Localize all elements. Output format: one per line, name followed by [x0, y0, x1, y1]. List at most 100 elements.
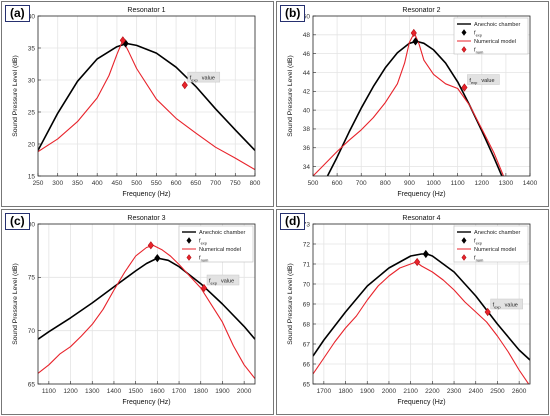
annotation-box	[187, 71, 221, 83]
legend-label: fexp	[474, 239, 483, 246]
plot-area	[38, 16, 255, 176]
series-numerical-line	[313, 261, 530, 384]
x-tick-label: 2600	[512, 388, 527, 395]
series-numerical-line	[313, 32, 505, 176]
x-tick-label: 2200	[425, 388, 440, 395]
annotation-value: value	[481, 78, 494, 84]
panel-d: fexp value 1700 1800 1900 2000 2100 2200 2300 240…	[276, 209, 549, 415]
x-tick-label: 1400	[523, 180, 538, 187]
x-tick-label: 350	[72, 180, 83, 187]
legend-marker-swatch	[461, 237, 467, 244]
x-tick-label: 1100	[451, 180, 465, 187]
y-tick-label: 71	[303, 261, 311, 268]
legend-marker-swatch	[461, 46, 467, 53]
legend-label: Numerical model	[474, 39, 516, 45]
f-num-marker	[410, 28, 417, 38]
y-axis-label: Sound Pressure Level (dB)	[287, 55, 294, 137]
legend-marker-swatch	[461, 29, 467, 36]
f-exp-marker	[422, 249, 429, 259]
x-tick-label: 600	[332, 180, 343, 187]
x-tick-label: 650	[190, 180, 201, 187]
legend-label: Anechoic chamber	[474, 22, 520, 28]
series-anechoic-line	[38, 42, 255, 151]
x-tick-label: 500	[131, 180, 142, 187]
chart-title: Resonator 3	[127, 215, 165, 222]
annotation-value: value	[221, 279, 234, 285]
axes-frame	[312, 15, 531, 177]
legend-label: fnum	[474, 256, 484, 263]
x-tick-label: 2400	[469, 388, 484, 395]
x-tick-label: 1700	[172, 388, 187, 395]
y-tick-label: 25	[28, 109, 36, 116]
x-tick-label: 1700	[317, 388, 332, 395]
x-tick-label: 250	[33, 180, 44, 187]
y-tick-label: 20	[28, 141, 36, 148]
y-tick-label: 44	[303, 70, 311, 77]
y-tick-label: 65	[303, 381, 311, 388]
panel-tag: (d)	[280, 213, 306, 230]
panel-tag: (b)	[280, 5, 306, 22]
legend-label: Numerical model	[199, 247, 241, 253]
y-tick-label: 70	[303, 281, 311, 288]
y-tick-label: 66	[303, 361, 311, 368]
legend-label: fnum	[199, 256, 209, 263]
x-tick-label: 1800	[338, 388, 353, 395]
x-tick-label: 1300	[499, 180, 514, 187]
legend-label: fnum	[474, 48, 484, 55]
x-tick-label: 700	[210, 180, 221, 187]
series-numerical-line	[38, 39, 255, 171]
x-tick-label: 750	[230, 180, 241, 187]
x-tick-label: 300	[52, 180, 63, 187]
y-tick-label: 72	[303, 241, 311, 248]
y-axis-label: Sound Pressure Level (dB)	[12, 55, 19, 137]
y-tick-label: 15	[28, 173, 36, 180]
y-tick-label: 75	[28, 275, 36, 282]
f-exp-marker	[154, 254, 161, 263]
x-tick-label: 2500	[490, 388, 505, 395]
x-tick-label: 1300	[85, 388, 100, 395]
x-tick-label: 1200	[63, 388, 78, 395]
annotation-label: fexp	[190, 76, 199, 83]
chart-title: Resonator 4	[402, 215, 440, 222]
panel-b: fexp value 500 600 700 800 900 1000 1100 1200 1300…	[276, 1, 549, 207]
x-tick-label: 700	[356, 180, 367, 187]
annotation-label: fexp	[209, 279, 218, 286]
y-axis-label: Sound Pressure Level (dB)	[287, 263, 294, 345]
legend-label: Anechoic chamber	[474, 230, 520, 236]
f-num-marker	[461, 83, 468, 92]
y-tick-label: 38	[303, 126, 311, 133]
x-tick-label: 1500	[128, 388, 143, 395]
x-tick-label: 900	[404, 180, 415, 187]
annotation-label: fexp	[493, 303, 502, 310]
y-tick-label: 30	[28, 77, 36, 84]
chart-title: Resonator 2	[402, 7, 440, 14]
legend-label: Numerical model	[474, 247, 516, 253]
x-tick-label: 1400	[107, 388, 122, 395]
x-tick-label: 500	[308, 180, 319, 187]
annotation-box	[206, 274, 240, 286]
x-tick-label: 600	[171, 180, 182, 187]
x-tick-label: 1800	[194, 388, 209, 395]
y-tick-label: 68	[303, 321, 311, 328]
y-tick-label: 70	[28, 328, 36, 335]
y-axis-label: Sound Pressure Level (dB)	[12, 263, 19, 345]
series-anechoic-line	[38, 257, 255, 340]
y-tick-label: 34	[303, 164, 311, 171]
y-tick-label: 69	[303, 301, 311, 308]
panel-a: fexp value 250 300 350 400 450 500 550 600 650 700 7…	[1, 1, 274, 207]
legend-marker-swatch	[186, 237, 192, 244]
x-tick-label: 2000	[237, 388, 252, 395]
y-tick-label: 65	[28, 381, 36, 388]
f-num-marker	[414, 257, 421, 267]
f-num-marker	[484, 307, 491, 317]
y-tick-label: 40	[303, 107, 311, 114]
x-tick-label: 1600	[150, 388, 165, 395]
f-num-marker	[200, 283, 208, 293]
x-tick-label: 800	[380, 180, 391, 187]
x-tick-label: 400	[92, 180, 103, 187]
x-tick-label: 1100	[42, 388, 56, 395]
panel-tag: (c)	[5, 213, 30, 230]
y-tick-label: 73	[303, 221, 311, 228]
